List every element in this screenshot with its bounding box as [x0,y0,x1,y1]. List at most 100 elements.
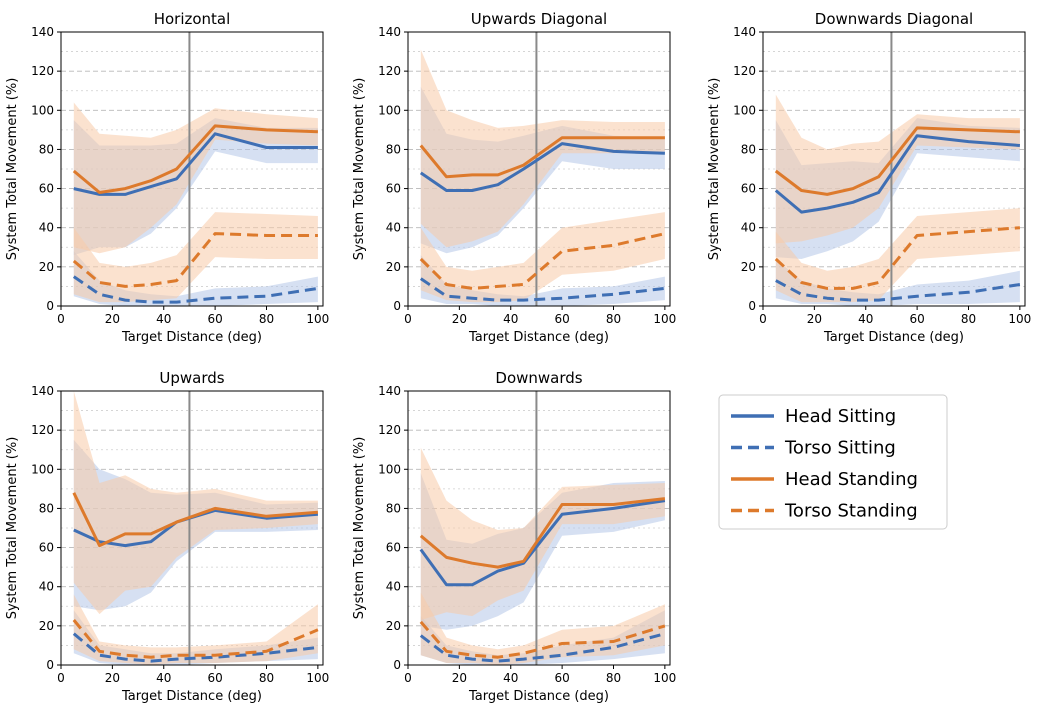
legend-box [718,394,948,530]
band-torso-standing [73,594,318,665]
subplot-horizontal: 0 20 40 60 80 100 120 140 0 20 40 60 80 100 Horizontal… [5,10,329,345]
x-tick-label: 20 [452,312,467,326]
x-tick-label: 40 [156,312,171,326]
y-tick-label: 140 [31,384,54,398]
band-head-standing [73,102,318,254]
x-tick-label: 100 [653,312,676,326]
plot-frame [407,390,671,666]
subplot-title: Downwards Diagonal [815,10,973,28]
line-head-sitting [419,499,666,587]
y-tick-label: 80 [39,501,54,515]
line-head-standing [419,497,666,569]
y-tick-label: 120 [31,423,54,437]
y-tick-label: 120 [733,64,756,78]
x-tick-label: 20 [105,671,120,685]
y-tick-label: 20 [386,260,401,274]
x-tick-label: 20 [452,671,467,685]
x-tick-label: 0 [404,671,412,685]
plot-frame [762,31,1026,307]
y-tick-label: 0 [46,299,54,313]
x-tick-label: 0 [759,312,767,326]
x-tick-label: 20 [105,312,120,326]
x-tick-label: 0 [57,312,65,326]
y-tick-label: 20 [39,260,54,274]
x-tick-label: 60 [554,671,569,685]
line-torso-sitting [72,275,319,304]
y-tick-label: 100 [733,103,756,117]
y-axis-label: System Total Movement (%) [707,78,722,261]
x-tick-label: 40 [503,671,518,685]
band-head-standing [420,49,665,248]
y-tick-label: 100 [378,103,401,117]
x-tick-label: 20 [807,312,822,326]
y-tick-label: 100 [378,462,401,476]
subplot-title: Downwards [495,369,582,387]
y-axis-label: System Total Movement (%) [352,437,367,620]
x-tick-label: 40 [858,312,873,326]
y-tick-label: 120 [378,64,401,78]
band-torso-standing [420,592,665,665]
line-head-standing [72,492,319,548]
x-axis-label: Target Distance (deg) [468,689,609,704]
x-tick-label: 0 [57,671,65,685]
x-tick-label: 60 [909,312,924,326]
x-tick-label: 80 [606,671,621,685]
x-tick-label: 80 [961,312,976,326]
y-tick-label: 60 [39,541,54,555]
x-tick-label: 100 [1008,312,1031,326]
x-axis-label: Target Distance (deg) [468,330,609,345]
y-tick-label: 140 [733,25,756,39]
y-tick-label: 40 [741,221,756,235]
subplot-title: Horizontal [154,10,231,28]
line-head-sitting [73,132,318,196]
y-tick-label: 60 [741,182,756,196]
line-torso-sitting [419,277,666,302]
line-torso-standing [774,226,1021,290]
y-tick-label: 120 [31,64,54,78]
y-axis-label: System Total Movement (%) [352,78,367,261]
line-head-standing [774,126,1020,196]
y-tick-label: 80 [386,142,401,156]
plot-frame [60,390,324,666]
subplot-title: Upwards [159,369,224,387]
legend: Head Sitting Torso Sitting Head Standing To… [718,394,948,530]
y-tick-label: 100 [31,103,54,117]
line-head-standing [419,136,665,179]
line-torso-standing [72,619,319,659]
line-torso-standing [419,232,666,290]
line-torso-sitting [775,279,1021,302]
x-tick-label: 60 [207,312,222,326]
band-torso-standing [775,208,1020,303]
x-tick-label: 60 [207,671,222,685]
plot-frame [407,31,671,307]
x-tick-label: 100 [306,671,329,685]
x-tick-label: 100 [306,312,329,326]
y-tick-label: 20 [741,260,756,274]
band-head-standing [73,391,318,615]
line-torso-standing [419,620,666,659]
y-tick-label: 80 [386,501,401,515]
x-axis-label: Target Distance (deg) [121,330,262,345]
line-torso-sitting [419,632,666,663]
y-tick-label: 40 [39,221,54,235]
band-torso-standing [420,212,665,303]
subplot-downwards-diagonal: 0 20 40 60 80 100 120 140 0 20 40 60 80 100 Downwards … [707,10,1031,345]
y-tick-label: 0 [46,658,54,672]
x-tick-label: 80 [259,312,274,326]
subplot-upwards: 0 20 40 60 80 100 120 140 0 20 40 60 80 100 Upwards Tar… [5,369,329,704]
line-torso-standing [72,232,318,288]
y-tick-label: 100 [31,462,54,476]
x-tick-label: 80 [259,671,274,685]
y-tick-label: 0 [748,299,756,313]
x-tick-label: 40 [156,671,171,685]
legend-label-torso-sitting: Torso Sitting [784,438,896,459]
y-axis-label: System Total Movement (%) [5,437,20,620]
legend-label-head-sitting: Head Sitting [785,406,896,427]
y-tick-label: 20 [386,619,401,633]
subplot-downwards: 0 20 40 60 80 100 120 140 0 20 40 60 80 100 Downwards T… [352,369,676,704]
y-tick-label: 40 [386,221,401,235]
legend-label-head-standing: Head Standing [785,469,918,490]
y-tick-label: 140 [378,384,401,398]
x-tick-label: 100 [653,671,676,685]
